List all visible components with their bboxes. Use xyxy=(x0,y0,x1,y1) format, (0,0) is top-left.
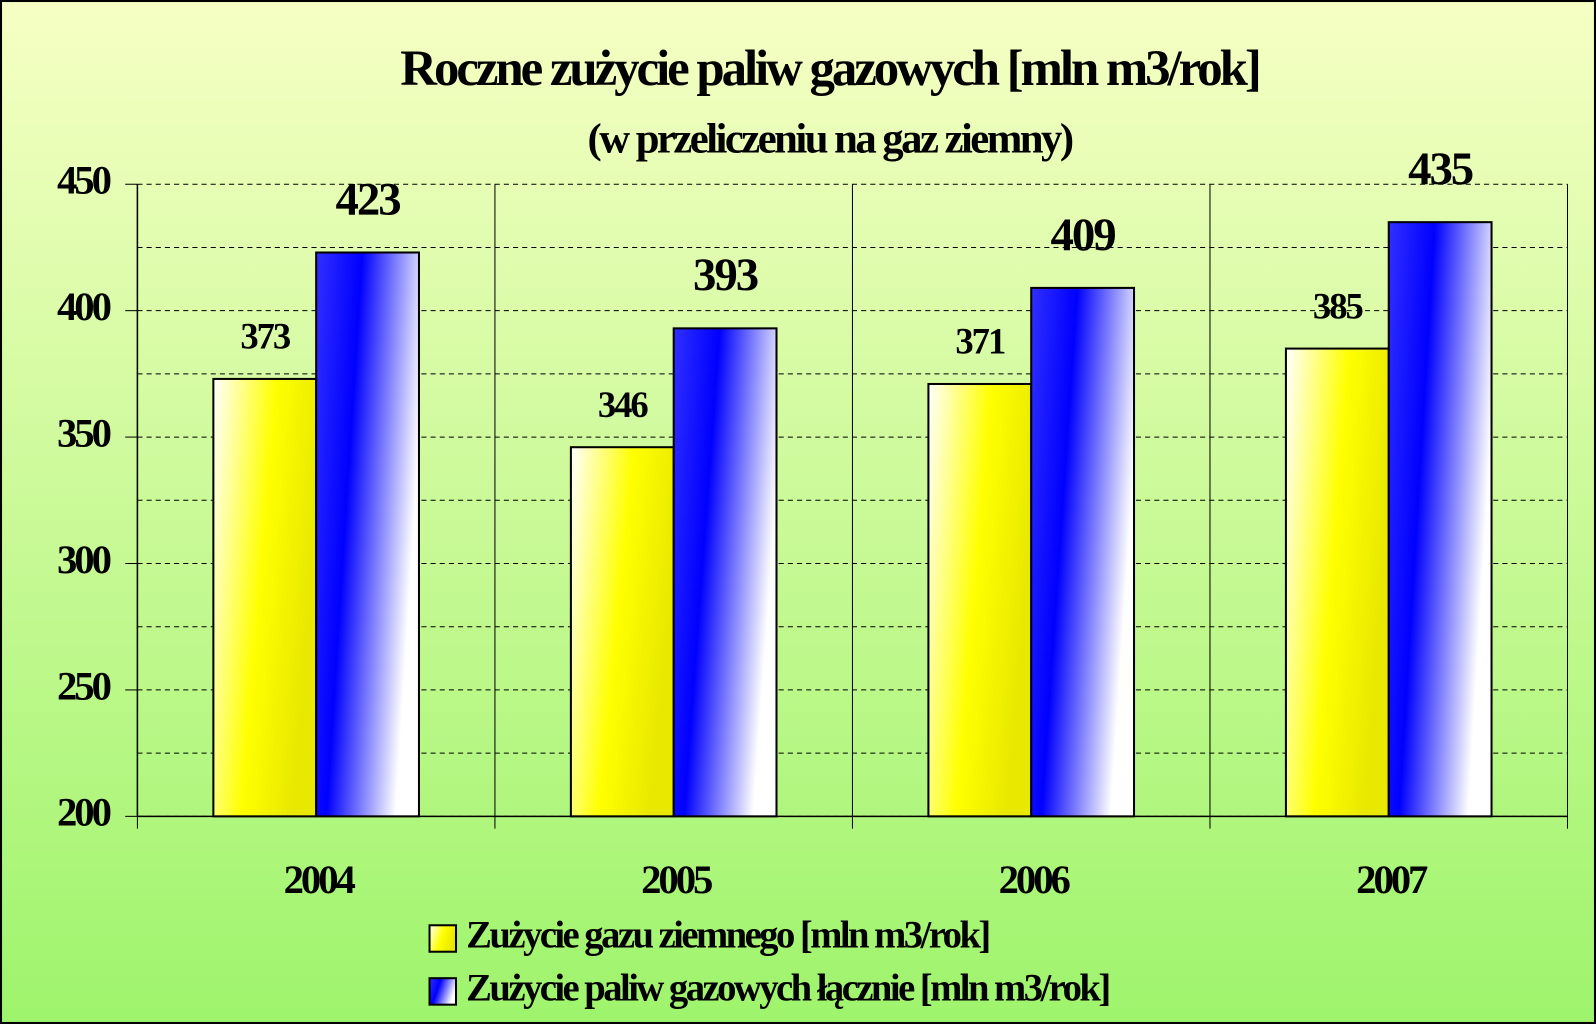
x-tick-label: 2007 xyxy=(1356,857,1428,902)
bar xyxy=(1387,221,1493,818)
y-tick-label: 300 xyxy=(57,537,111,582)
x-tick-label: 2004 xyxy=(284,857,356,902)
chart-subtitle: (w przeliczeniu na gaz ziemny) xyxy=(588,115,1073,162)
data-label: 393 xyxy=(693,249,758,301)
data-label: 346 xyxy=(598,384,649,425)
bar xyxy=(315,251,420,818)
chart-title: Roczne zużycie paliw gazowych [mln m3/ro… xyxy=(400,41,1259,97)
y-tick-label: 350 xyxy=(57,410,111,455)
bar xyxy=(672,327,778,818)
bar xyxy=(1030,286,1136,818)
y-tick-label: 250 xyxy=(57,663,111,708)
x-tick-label: 2006 xyxy=(999,857,1071,902)
bar xyxy=(1284,347,1390,818)
y-tick-label: 200 xyxy=(57,790,111,835)
data-label: 371 xyxy=(955,321,1005,362)
data-label: 409 xyxy=(1051,209,1116,261)
bar xyxy=(569,446,675,818)
y-tick-label: 400 xyxy=(57,284,111,329)
legend-swatch xyxy=(428,977,458,1006)
x-tick-label: 2005 xyxy=(641,857,712,902)
data-label: 373 xyxy=(240,316,291,357)
data-label: 435 xyxy=(1408,143,1473,195)
legend-label: Zużycie paliw gazowych łącznie [mln m3/r… xyxy=(466,967,1109,1009)
data-label: 423 xyxy=(336,173,401,225)
data-label: 385 xyxy=(1313,285,1363,326)
bar xyxy=(212,377,318,818)
legend-swatch xyxy=(428,924,458,953)
legend-label: Zużycie gazu ziemnego [mln m3/rok] xyxy=(466,914,989,956)
y-tick-label: 450 xyxy=(57,158,111,203)
bar xyxy=(927,382,1033,818)
